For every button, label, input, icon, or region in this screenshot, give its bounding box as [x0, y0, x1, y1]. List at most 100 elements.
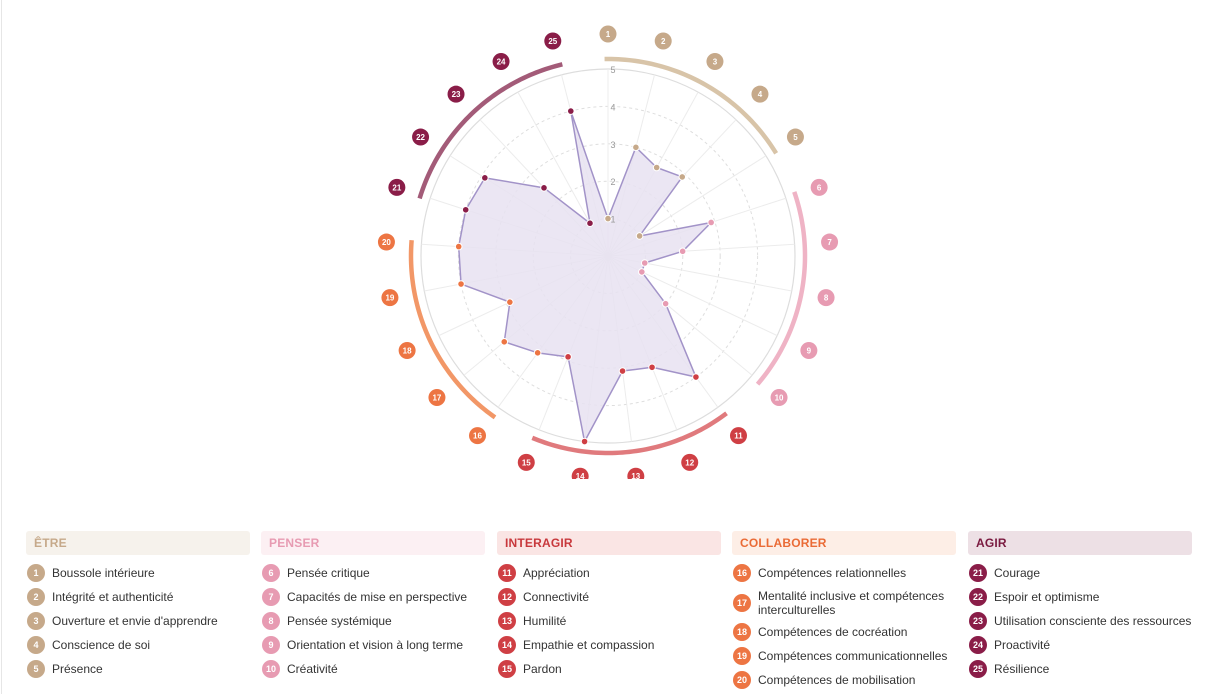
legend-item-8: 8 Pensée systémique	[261, 609, 485, 633]
axis-badge-16[interactable]: 16	[469, 427, 487, 445]
data-points	[454, 107, 715, 446]
legend-label: Résilience	[994, 662, 1050, 676]
data-point-17[interactable]	[500, 338, 509, 346]
data-point-24[interactable]	[586, 219, 594, 228]
legend-number-badge: 11	[498, 564, 516, 582]
data-point-21[interactable]	[461, 205, 470, 214]
axis-badge-circle	[810, 178, 828, 196]
page-left-border	[1, 0, 2, 694]
axis-badge-24[interactable]: 24	[492, 52, 510, 70]
data-point-5[interactable]	[635, 232, 644, 240]
legend-item-14: 14 Empathie et compassion	[497, 633, 721, 657]
data-point-4[interactable]	[678, 173, 687, 181]
axis-badge-label: 10	[775, 394, 784, 403]
legend-number-badge: 3	[27, 612, 45, 630]
data-point-16[interactable]	[533, 349, 542, 357]
axis-badge-23[interactable]: 23	[447, 85, 465, 103]
axis-badge-10[interactable]: 10	[770, 389, 788, 407]
data-shape	[457, 110, 712, 443]
data-point-22[interactable]	[481, 174, 489, 182]
group-arc-etre	[604, 56, 779, 155]
legend-number-badge: 6	[262, 564, 280, 582]
legend-number-badge: 15	[498, 660, 516, 678]
legend-label: Compétences communicationnelles	[758, 649, 948, 663]
axis-badge-2[interactable]: 2	[654, 32, 672, 50]
axis-badge-5[interactable]: 5	[786, 128, 804, 146]
legend-number-badge: 7	[262, 588, 280, 606]
data-point-7[interactable]	[678, 247, 687, 256]
data-point-8[interactable]	[640, 259, 649, 267]
axis-badge-11[interactable]: 11	[729, 427, 747, 445]
data-point-25[interactable]	[566, 107, 575, 115]
axis-badge-label: 17	[432, 394, 441, 403]
legend-header-collaborer: COLLABORER	[732, 531, 956, 555]
data-point-14[interactable]	[580, 437, 589, 446]
data-point-20[interactable]	[454, 242, 463, 251]
legend-label: Capacités de mise en perspective	[287, 590, 468, 604]
axis-badge-circle	[817, 289, 835, 307]
axis-badge-20[interactable]: 20	[377, 233, 395, 251]
axis-badge-21[interactable]: 21	[388, 178, 406, 196]
legend-header-agir: AGIR	[968, 531, 1192, 555]
data-point-13[interactable]	[618, 367, 627, 375]
legend-item-5: 5 Présence	[26, 657, 250, 681]
data-point-2[interactable]	[632, 143, 640, 152]
data-point-23[interactable]	[540, 184, 548, 192]
data-point-10[interactable]	[661, 299, 670, 308]
axis-badge-label: 25	[548, 37, 557, 46]
axis-badge-circle	[654, 32, 672, 50]
legend-number-badge: 19	[733, 647, 751, 665]
axis-badge-label: 15	[522, 458, 531, 467]
legend-label: Empathie et compassion	[523, 638, 655, 652]
axis-badge-label: 18	[403, 347, 412, 356]
axis-badge-label: 24	[497, 57, 506, 66]
data-point-12[interactable]	[648, 363, 656, 372]
axis-badge-7[interactable]: 7	[821, 233, 839, 251]
data-point-6[interactable]	[707, 218, 715, 227]
axis-badge-22[interactable]: 22	[412, 128, 430, 146]
legend-item-16: 16 Compétences relationnelles	[732, 561, 956, 585]
axis-badge-15[interactable]: 15	[517, 453, 535, 471]
data-point-11[interactable]	[692, 373, 700, 381]
data-point-9[interactable]	[638, 268, 646, 276]
data-point-15[interactable]	[564, 353, 572, 361]
legend-number-badge: 22	[969, 588, 987, 606]
axis-badge-9[interactable]: 9	[800, 342, 818, 360]
legend-label: Ouverture et envie d'apprendre	[52, 614, 218, 628]
axis-badge-1[interactable]: 1	[599, 25, 617, 43]
legend-label: Compétences de mobilisation	[758, 673, 916, 687]
axis-badge-circle	[381, 289, 399, 307]
legend-group-collaborer: COLLABORER 16 Compétences relationnelles 1…	[732, 531, 956, 692]
legend-label: Appréciation	[523, 566, 590, 580]
axis-badge-label: 1	[606, 30, 611, 39]
axis-badge-13[interactable]: 13	[627, 467, 645, 479]
legend-group-interagir: INTERAGIR 11 Appréciation 12 Connectivité 13…	[497, 531, 721, 681]
legend-number-badge: 24	[969, 636, 987, 654]
data-point-18[interactable]	[506, 298, 514, 306]
axis-badge-25[interactable]: 25	[544, 32, 562, 50]
axis-badge-3[interactable]: 3	[706, 52, 724, 70]
scale-labels: 1 2 3 4 5	[610, 65, 615, 225]
axis-badge-label: 9	[807, 347, 812, 356]
legend-item-17: 17 Mentalité inclusive et compétences int…	[732, 585, 956, 620]
scale-label: 4	[610, 102, 615, 112]
legend-item-6: 6 Pensée critique	[261, 561, 485, 585]
data-point-1[interactable]	[604, 214, 612, 223]
axis-badge-12[interactable]: 12	[681, 453, 699, 471]
data-point-19[interactable]	[457, 280, 465, 288]
axis-badge-8[interactable]: 8	[817, 289, 835, 307]
legend-number-badge: 16	[733, 564, 751, 582]
axis-badge-circle	[821, 233, 839, 251]
group-arc-agir	[417, 62, 563, 200]
legend-number-badge: 18	[733, 623, 751, 641]
legend-item-25: 25 Résilience	[968, 657, 1192, 681]
axis-badge-18[interactable]: 18	[398, 342, 416, 360]
legend-item-9: 9 Orientation et vision à long terme	[261, 633, 485, 657]
axis-badge-19[interactable]: 19	[381, 289, 399, 307]
axis-badge-6[interactable]: 6	[810, 178, 828, 196]
axis-badge-17[interactable]: 17	[428, 389, 446, 407]
axis-badge-4[interactable]: 4	[751, 85, 769, 103]
legend-number-badge: 2	[27, 588, 45, 606]
axis-badge-14[interactable]: 14	[571, 467, 589, 479]
data-point-3[interactable]	[652, 163, 661, 172]
